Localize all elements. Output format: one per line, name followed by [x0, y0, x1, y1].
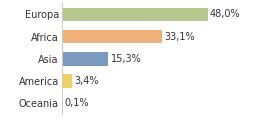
- Bar: [62, 52, 108, 66]
- Bar: [62, 74, 72, 88]
- Text: 33,1%: 33,1%: [165, 32, 195, 42]
- Bar: [62, 8, 207, 21]
- Bar: [62, 30, 162, 43]
- Text: 3,4%: 3,4%: [74, 76, 99, 86]
- Text: 15,3%: 15,3%: [111, 54, 141, 64]
- Text: 0,1%: 0,1%: [64, 98, 89, 108]
- Text: 48,0%: 48,0%: [210, 9, 241, 19]
